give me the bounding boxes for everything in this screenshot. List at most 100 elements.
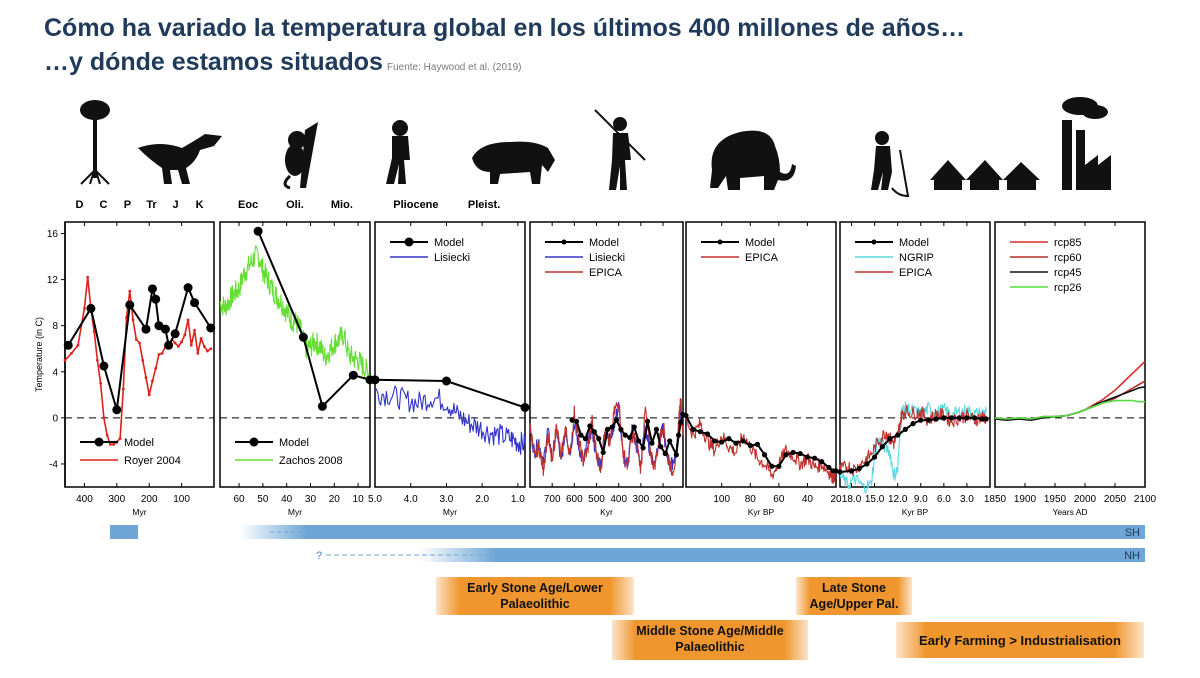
x-tick-label: 400 [76,494,93,505]
data-point [872,454,878,460]
period-label: Tr [146,199,157,211]
x-tick-label: 2100 [1134,494,1157,505]
hominid-icon [386,120,410,184]
data-point [520,403,530,412]
data-point [573,418,580,424]
data-point [128,289,132,293]
data-point [141,358,145,362]
data-point [819,459,825,465]
legend: Model EPICA [701,237,779,264]
data-point [193,328,196,332]
panel-p3: 5.0 4.0 3.0 2.0 1.0 Myr Pliocene Pleist. Model Li… [368,199,530,517]
data-point [99,361,109,371]
period-label: P [124,199,131,211]
factory-icon-part [1076,130,1085,190]
legend-label: Model [434,237,464,249]
data-point [105,433,109,437]
legend-label: Model [899,237,929,249]
farmer-icon-part [871,146,892,190]
x-tick-label: 700 [544,494,561,505]
x-axis-label: Myr [132,507,146,517]
data-point [600,449,606,456]
factory-icon-part [1085,155,1111,190]
legend-marker [871,239,877,245]
data-point [587,423,593,429]
data-point [740,438,746,444]
data-point [151,294,161,304]
data-point [719,439,725,445]
series-line [529,398,684,477]
legend-label: Royer 2004 [124,455,181,467]
data-point [673,452,679,458]
data-point [690,426,696,432]
data-point [86,303,96,313]
hunter-icon [594,109,646,190]
x-tick-label: 1900 [1014,494,1037,505]
data-point [902,426,908,432]
y-axis-label: Temperature (in C) [34,317,44,392]
legend-marker [94,437,104,447]
data-point [733,440,739,446]
series-line [839,404,987,476]
data-point [95,358,99,362]
data-point [790,449,796,456]
data-point [63,358,67,362]
data-point [112,405,122,415]
series-line [257,230,371,408]
period-label: C [99,199,107,211]
y-tick-label: 16 [47,229,59,240]
data-point [769,463,775,469]
tree-icon-part [80,100,110,120]
data-point [613,417,620,423]
data-point [933,416,939,422]
x-tick-label: 60 [773,494,785,505]
data-point [956,415,962,421]
panel-frame [219,221,371,488]
data-point [833,468,839,474]
data-point [704,431,711,437]
stage-label: Early Farming > Industrialisation [919,633,1121,648]
data-point [569,417,575,423]
data-point [582,436,589,442]
data-point [910,421,916,427]
data-point [348,370,358,380]
data-point [726,436,732,442]
data-point [190,298,200,308]
data-point [631,424,637,430]
data-point [70,351,73,355]
data-point [206,349,209,353]
data-point [157,353,161,356]
x-tick-label: 18.0 [842,494,862,505]
data-point [783,452,789,458]
data-point [804,454,811,460]
data-point [317,401,327,411]
x-tick-label: 1850 [984,494,1007,505]
legend-label: Model [745,237,775,249]
panel-p6: 18.0 15.0 12.0 9.0 6.0 3.0 Kyr BP Model NGRIP EPI… [837,221,991,517]
legend: rcp85 rcp60 rcp45 rcp26 [1010,237,1082,294]
period-label: D [75,199,83,211]
x-axis-label: Years AD [1052,507,1087,517]
data-point [667,438,673,444]
data-point [864,461,870,467]
factory-icon [1062,97,1111,190]
x-tick-label: 9.0 [914,494,928,505]
panel-p2: 60 50 40 30 20 10 Myr Eoc Oli. Mio. Model Zachos 20… [219,199,375,517]
primate-icon [283,122,318,190]
data-point [370,375,380,385]
data-point [160,351,164,355]
legend-marker [717,239,723,245]
ice-bar-sh [305,525,1145,539]
factory-icon-part [1062,120,1072,190]
data-point [173,341,177,345]
data-point [125,300,135,310]
x-tick-label: 3.0 [960,494,974,505]
primate-icon-part [300,122,318,188]
data-point [979,416,985,422]
data-point [948,415,955,421]
legend: Model NGRIP EPICA [855,237,934,279]
x-axis-label: Kyr BP [748,507,775,517]
x-tick-label: 300 [633,494,650,505]
data-point [138,341,141,345]
